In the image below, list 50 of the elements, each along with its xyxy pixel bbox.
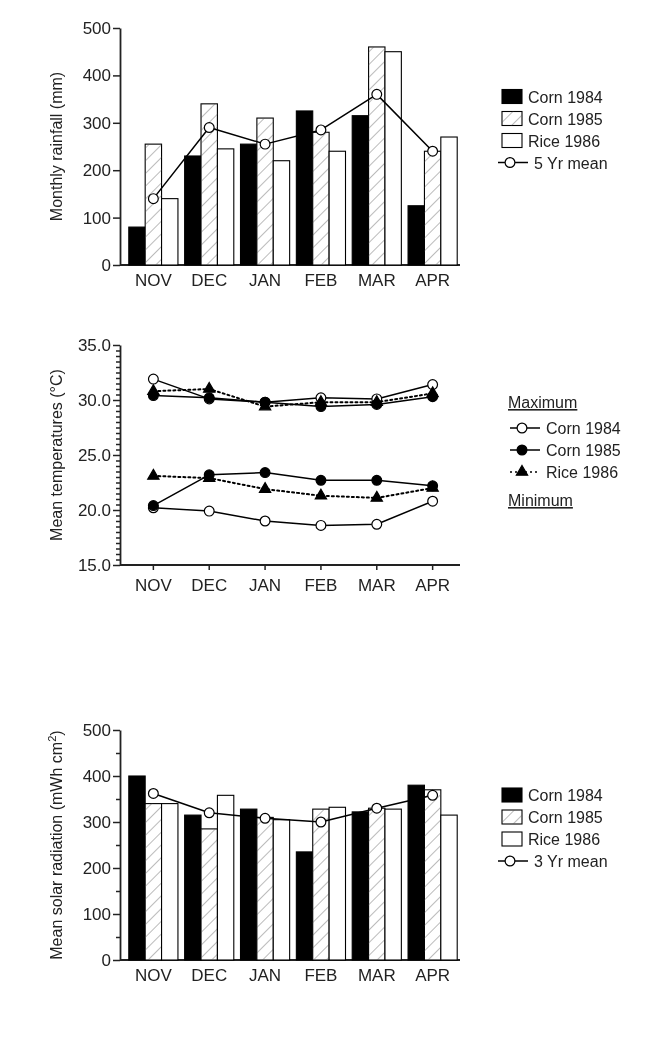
legend-label: Rice 1986 [528,132,601,150]
legend-label: Corn 1985 [528,110,603,128]
x-tick-label: JAN [249,575,282,595]
legend-label: Corn 1984 [528,787,603,804]
x-tick-label: APR [415,575,451,595]
y-tick-label: 35.0 [77,335,111,355]
x-tick-label: APR [415,965,451,985]
y-tick-label: 15.0 [77,555,111,575]
x-tick-label: NOV [134,270,173,290]
y-axis-title: Monthly rainfall (mm) [48,71,65,222]
x-tick-label: FEB [304,575,338,595]
legend-label: 3 Yr mean [534,853,608,870]
y-tick-label: 100 [82,208,111,228]
x-tick-label: MAR [357,965,396,985]
y-axis-title: Mean temperatures (°C) [48,369,65,541]
x-tick-label: FEB [304,270,338,290]
x-tick-label: DEC [191,965,228,985]
y-tick-label: 400 [82,66,111,86]
y-tick-label: 300 [82,812,111,832]
y-tick-label: 500 [82,720,111,740]
x-tick-label: APR [415,270,451,290]
legend-label: Corn 1984 [546,420,621,437]
x-tick-label: DEC [191,270,228,290]
x-tick-label: JAN [249,270,282,290]
x-tick-label: DEC [191,575,228,595]
y-tick-label: 30.0 [77,390,111,410]
y-tick-label: 0 [101,255,111,275]
y-tick-label: 400 [82,766,111,786]
x-tick-label: NOV [134,575,173,595]
legend-title: Maximum [508,394,578,411]
x-tick-label: MAR [357,270,396,290]
y-tick-label: 200 [82,858,111,878]
y-tick-label: 100 [82,904,111,924]
y-tick-label: 25.0 [77,445,111,465]
y-tick-label: 500 [82,18,111,38]
y-tick-label: 20.0 [77,500,111,520]
text: Minimum [508,492,573,509]
y-tick-label: 200 [82,161,111,181]
x-tick-label: JAN [249,965,282,985]
legend-label: Corn 1985 [546,442,621,459]
x-tick-label: MAR [357,575,396,595]
legend-label: Rice 1986 [546,464,619,481]
y-tick-label: 0 [101,950,111,970]
legend-label: Corn 1985 [528,809,603,826]
legend-label: 5 Yr mean [534,154,608,172]
legend-label: Corn 1984 [528,88,603,106]
x-tick-label: NOV [134,965,173,985]
y-tick-label: 300 [82,113,111,133]
legend-label: Rice 1986 [528,831,601,848]
x-tick-label: FEB [304,965,338,985]
